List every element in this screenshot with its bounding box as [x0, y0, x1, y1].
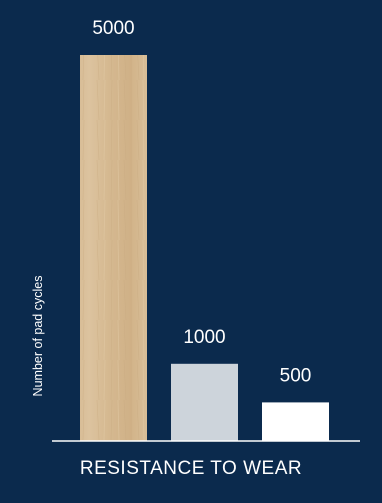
- value-labels-group: 5000 1000 500: [92, 18, 311, 386]
- value-label-3: 500: [280, 365, 312, 386]
- chart-title: RESISTANCE TO WEAR: [79, 458, 303, 479]
- value-label-2: 1000: [183, 327, 225, 348]
- y-axis-label: Number of pad cycles: [31, 276, 45, 397]
- bar-1: [80, 55, 147, 441]
- bar-3: [262, 402, 329, 441]
- bar-2: [171, 363, 238, 441]
- value-label-1: 5000: [92, 18, 134, 39]
- bars-group: [80, 55, 329, 441]
